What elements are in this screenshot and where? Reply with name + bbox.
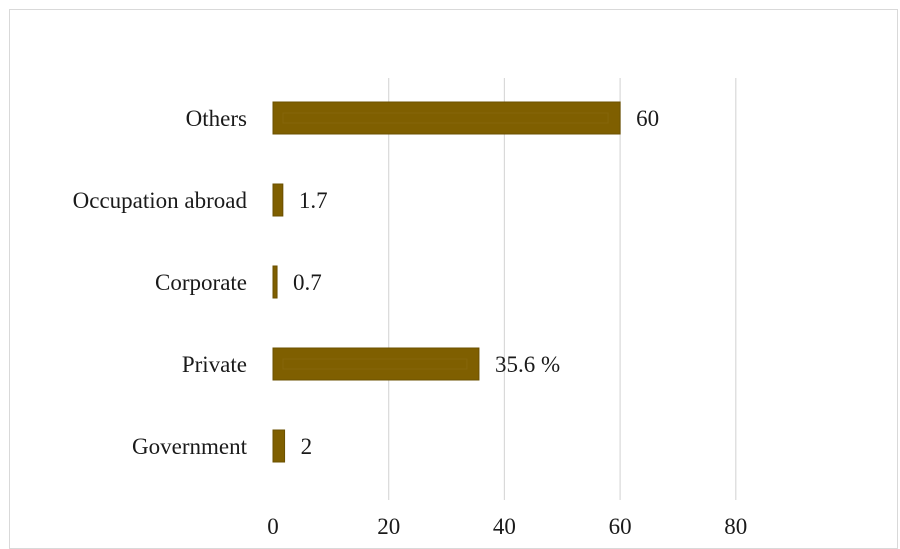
x-tick-label-20: 20 [377, 514, 400, 539]
category-label-government: Government [132, 434, 248, 459]
x-tick-label-60: 60 [609, 514, 632, 539]
category-label-occupation-abroad: Occupation abroad [73, 188, 248, 213]
bar-highlight-private [282, 358, 468, 370]
chart-frame [9, 9, 898, 549]
value-label-government: 2 [301, 434, 313, 459]
x-axis-tick-labels: 0 20 40 60 80 [267, 514, 747, 539]
value-label-occupation-abroad: 1.7 [299, 188, 328, 213]
bar-government [272, 429, 286, 463]
bar-occupation-abroad [272, 183, 284, 217]
category-labels: Others Occupation abroad Corporate Private G… [73, 106, 248, 459]
bar-highlight-others [282, 112, 609, 124]
value-label-corporate: 0.7 [293, 270, 322, 295]
bars [272, 101, 621, 463]
x-tick-label-40: 40 [493, 514, 516, 539]
x-tick-label-0: 0 [267, 514, 279, 539]
bar-private [272, 347, 480, 381]
category-label-others: Others [186, 106, 247, 131]
category-label-private: Private [182, 352, 247, 377]
bar-corporate [272, 265, 278, 299]
value-label-private: 35.6 % [495, 352, 560, 377]
bar-others [272, 101, 621, 135]
x-tick-label-80: 80 [724, 514, 747, 539]
gridlines [388, 78, 737, 500]
value-labels: 60 1.7 0.7 35.6 % 2 [293, 106, 659, 459]
value-label-others: 60 [636, 106, 659, 131]
category-label-corporate: Corporate [155, 270, 247, 295]
